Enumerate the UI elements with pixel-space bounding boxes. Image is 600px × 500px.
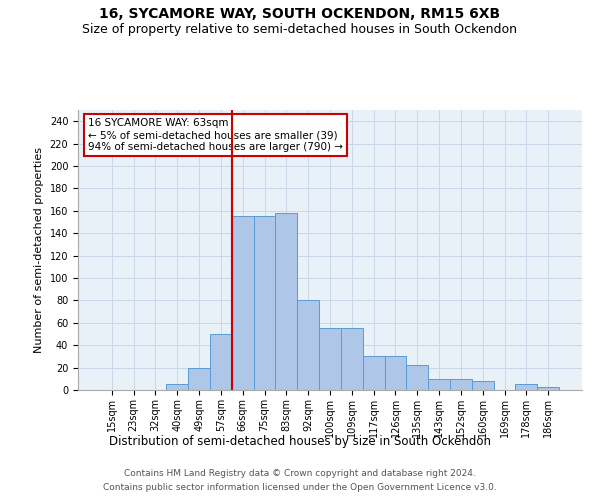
Bar [537, 386, 559, 390]
Bar [406, 366, 428, 390]
Bar [232, 216, 254, 390]
Bar [450, 379, 472, 390]
Bar [254, 216, 275, 390]
Bar [515, 384, 537, 390]
Text: Distribution of semi-detached houses by size in South Ockendon: Distribution of semi-detached houses by … [109, 435, 491, 448]
Text: Contains public sector information licensed under the Open Government Licence v3: Contains public sector information licen… [103, 484, 497, 492]
Bar [188, 368, 210, 390]
Bar [297, 300, 319, 390]
Bar [472, 381, 494, 390]
Bar [385, 356, 406, 390]
Text: 16, SYCAMORE WAY, SOUTH OCKENDON, RM15 6XB: 16, SYCAMORE WAY, SOUTH OCKENDON, RM15 6… [100, 8, 500, 22]
Text: Size of property relative to semi-detached houses in South Ockendon: Size of property relative to semi-detach… [83, 22, 517, 36]
Bar [319, 328, 341, 390]
Bar [166, 384, 188, 390]
Bar [210, 334, 232, 390]
Text: 16 SYCAMORE WAY: 63sqm
← 5% of semi-detached houses are smaller (39)
94% of semi: 16 SYCAMORE WAY: 63sqm ← 5% of semi-deta… [88, 118, 343, 152]
Bar [341, 328, 363, 390]
Text: Contains HM Land Registry data © Crown copyright and database right 2024.: Contains HM Land Registry data © Crown c… [124, 468, 476, 477]
Bar [275, 213, 297, 390]
Bar [428, 379, 450, 390]
Bar [363, 356, 385, 390]
Y-axis label: Number of semi-detached properties: Number of semi-detached properties [34, 147, 44, 353]
